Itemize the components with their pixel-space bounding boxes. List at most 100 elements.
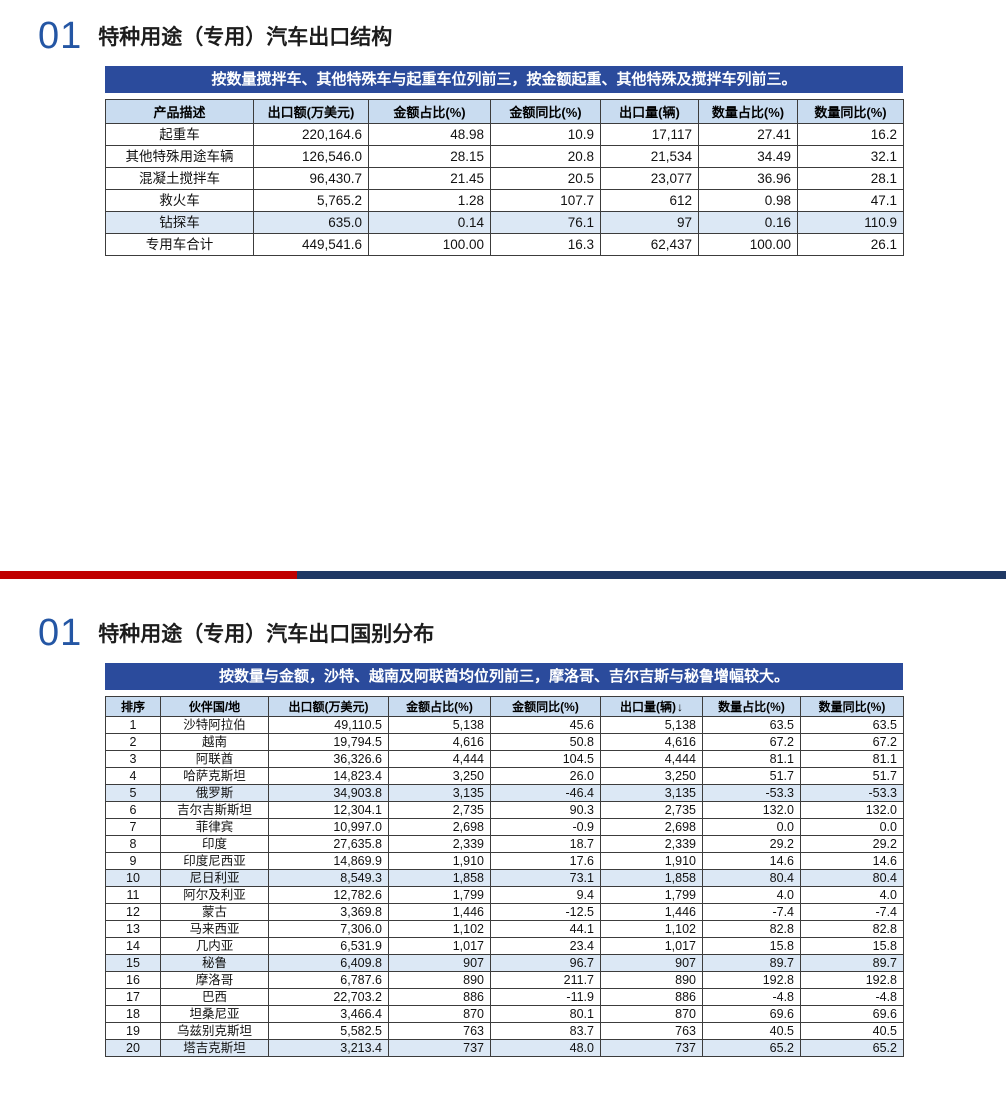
table-cell: 0.14 [368, 211, 491, 234]
table-cell: 26.1 [797, 233, 904, 256]
table-cell: 100.00 [698, 233, 798, 256]
table-cell: 21,534 [600, 145, 699, 168]
table-cell: 886 [600, 988, 703, 1006]
table-cell: 巴西 [160, 988, 269, 1006]
table-cell: 886 [388, 988, 491, 1006]
table-cell: 63.5 [800, 716, 904, 734]
table-cell: 65.2 [800, 1039, 904, 1057]
table-cell: 107.7 [490, 189, 601, 212]
table-cell: 80.1 [490, 1005, 601, 1023]
table-cell: 6,409.8 [268, 954, 389, 972]
table-cell: 混凝土搅拌车 [105, 167, 254, 190]
sort-descending-icon: ↓ [677, 700, 683, 714]
table-cell: 26.0 [490, 767, 601, 785]
table-cell: 82.8 [702, 920, 801, 938]
table-cell: 69.6 [702, 1005, 801, 1023]
table-cell: 5,582.5 [268, 1022, 389, 1040]
table-cell: 49,110.5 [268, 716, 389, 734]
table-cell: 救火车 [105, 189, 254, 212]
table-cell: 132.0 [702, 801, 801, 819]
table-cell: 80.4 [702, 869, 801, 887]
table-cell: 0.98 [698, 189, 798, 212]
table-cell: 32.1 [797, 145, 904, 168]
table-cell: 0.0 [800, 818, 904, 836]
section-number: 01 [38, 15, 83, 57]
table-cell: 5,765.2 [253, 189, 369, 212]
table-cell: 89.7 [800, 954, 904, 972]
table-cell: 104.5 [490, 750, 601, 768]
table-cell: -7.4 [702, 903, 801, 921]
table-cell: 吉尔吉斯斯坦 [160, 801, 269, 819]
table-cell: 1,102 [388, 920, 491, 938]
table-cell: 7,306.0 [268, 920, 389, 938]
table-cell: 1,858 [388, 869, 491, 887]
table-cell: 13 [105, 920, 161, 938]
table-cell: 1,799 [600, 886, 703, 904]
table-cell: 4.0 [702, 886, 801, 904]
table-cell: 3 [105, 750, 161, 768]
table-cell: 82.8 [800, 920, 904, 938]
table-row: 19 乌兹别克斯坦 5,582.5 763 83.7 763 40.5 40.5 [105, 1022, 904, 1040]
table-cell: 34,903.8 [268, 784, 389, 802]
table-cell: 449,541.6 [253, 233, 369, 256]
export-structure-table: 产品描述 出口额(万美元) 金额占比(%) 金额同比(%) 出口量(辆) 数量占比(%) 数… [105, 99, 904, 256]
table-cell: -4.8 [800, 988, 904, 1006]
column-header: 出口额(万美元) [268, 696, 389, 717]
table-cell: 890 [600, 971, 703, 989]
table-cell: 763 [600, 1022, 703, 1040]
table-cell: 7 [105, 818, 161, 836]
divider-red-segment [0, 571, 297, 579]
table-row: 6 吉尔吉斯斯坦 12,304.1 2,735 90.3 2,735 132.0 132.0 [105, 801, 904, 819]
column-header: 数量占比(%) [698, 99, 798, 124]
table-cell: 81.1 [702, 750, 801, 768]
table-cell: 12 [105, 903, 161, 921]
table-cell: 81.1 [800, 750, 904, 768]
summary-banner: 按数量搅拌车、其他特殊车与起重车位列前三，按金额起重、其他特殊及搅拌车列前三。 [105, 66, 903, 93]
table-cell: 3,135 [600, 784, 703, 802]
table-row: 8 印度 27,635.8 2,339 18.7 2,339 29.2 29.2 [105, 835, 904, 853]
table-cell: 3,466.4 [268, 1005, 389, 1023]
table-cell: 1,910 [600, 852, 703, 870]
table-cell: 1,799 [388, 886, 491, 904]
table-cell: 11 [105, 886, 161, 904]
table-cell: 36,326.6 [268, 750, 389, 768]
table-cell: 塔吉克斯坦 [160, 1039, 269, 1057]
table-cell: 坦桑尼亚 [160, 1005, 269, 1023]
table-row: 混凝土搅拌车 96,430.7 21.45 20.5 23,077 36.96 28.1 [105, 167, 904, 190]
table-cell: 其他特殊用途车辆 [105, 145, 254, 168]
column-header: 数量同比(%) [800, 696, 904, 717]
table-cell: 2,735 [600, 801, 703, 819]
table-cell: 1.28 [368, 189, 491, 212]
section-export-structure: 01 特种用途（专用）汽车出口结构 按数量搅拌车、其他特殊车与起重车位列前三，按… [0, 0, 1006, 256]
table-cell: 乌兹别克斯坦 [160, 1022, 269, 1040]
table-cell: 15 [105, 954, 161, 972]
table-cell: 48.0 [490, 1039, 601, 1057]
column-header: 伙伴国/地 [160, 696, 269, 717]
table-cell: 6,531.9 [268, 937, 389, 955]
table-cell: 俄罗斯 [160, 784, 269, 802]
table-cell: 19 [105, 1022, 161, 1040]
table-row: 17 巴西 22,703.2 886 -11.9 886 -4.8 -4.8 [105, 988, 904, 1006]
table-cell: 14,869.9 [268, 852, 389, 870]
table-cell: 5,138 [388, 716, 491, 734]
table-cell: 14 [105, 937, 161, 955]
table-cell: 2,339 [600, 835, 703, 853]
table-row: 12 蒙古 3,369.8 1,446 -12.5 1,446 -7.4 -7.4 [105, 903, 904, 921]
table-cell: 83.7 [490, 1022, 601, 1040]
table-row: 4 哈萨克斯坦 14,823.4 3,250 26.0 3,250 51.7 51.7 [105, 767, 904, 785]
section-header: 01 特种用途（专用）汽车出口国别分布 [0, 611, 1006, 655]
table-cell: 印度尼西亚 [160, 852, 269, 870]
table-cell: 65.2 [702, 1039, 801, 1057]
table-cell: 马来西亚 [160, 920, 269, 938]
table-cell: 737 [388, 1039, 491, 1057]
table-cell: 907 [600, 954, 703, 972]
table-row: 14 几内亚 6,531.9 1,017 23.4 1,017 15.8 15.8 [105, 937, 904, 955]
table-row: 其他特殊用途车辆 126,546.0 28.15 20.8 21,534 34.49 32.… [105, 145, 904, 168]
table-cell: 22,703.2 [268, 988, 389, 1006]
table-cell: 几内亚 [160, 937, 269, 955]
table-cell: 737 [600, 1039, 703, 1057]
table-cell: 48.98 [368, 123, 491, 146]
table-cell: 50.8 [490, 733, 601, 751]
table-row: 5 俄罗斯 34,903.8 3,135 -46.4 3,135 -53.3 -53.3 [105, 784, 904, 802]
table-cell: 阿联酋 [160, 750, 269, 768]
